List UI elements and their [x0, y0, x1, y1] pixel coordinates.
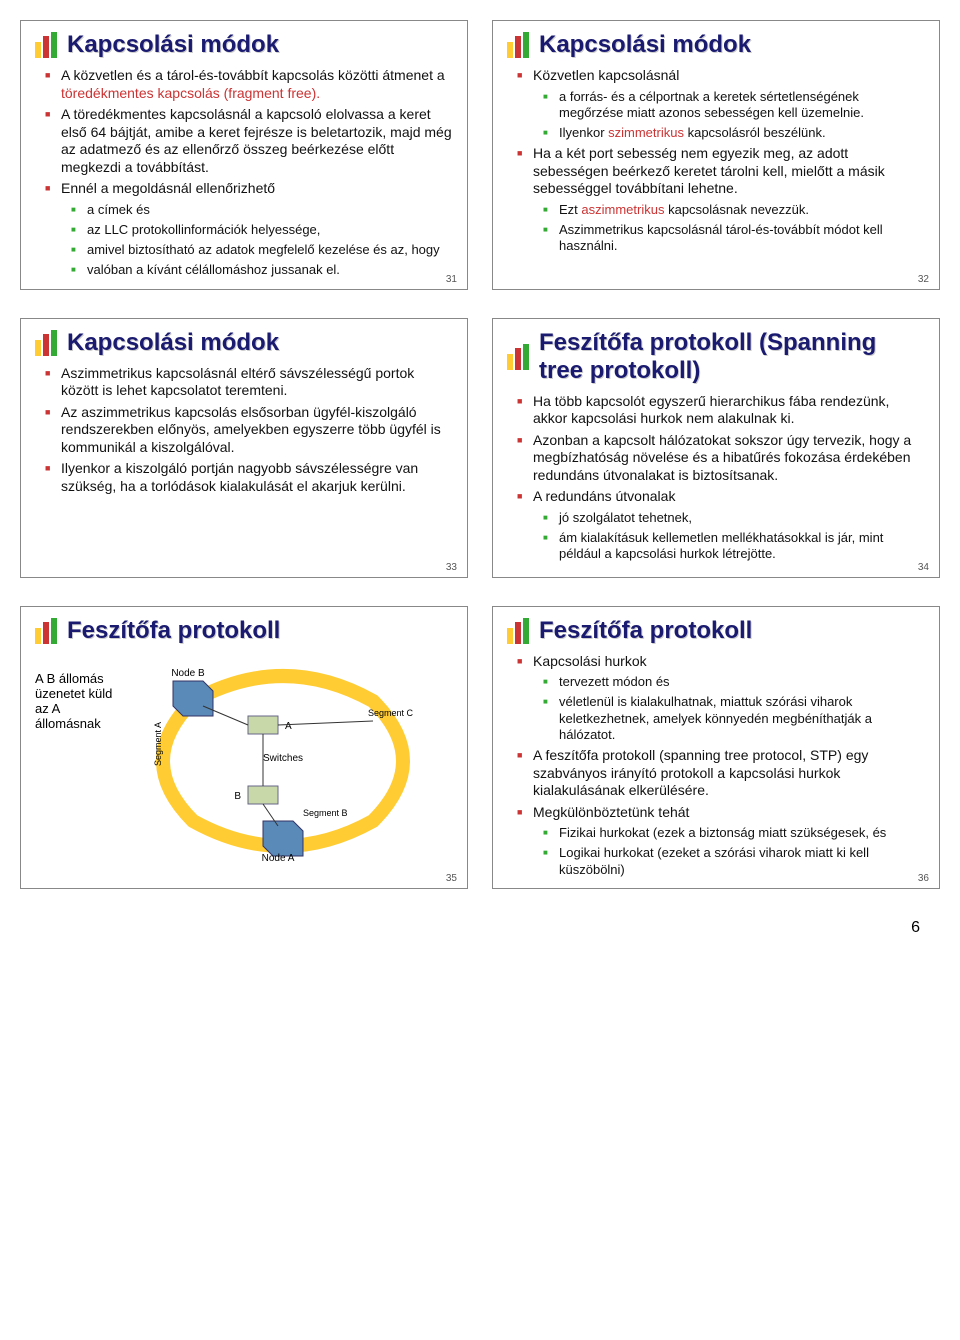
slide-number: 33: [446, 562, 457, 573]
slide-title-row: Feszítőfa protokoll: [507, 617, 925, 645]
slide-35: Feszítőfa protokoll A B állomás üzenetet…: [20, 606, 468, 889]
svg-text:Node A: Node A: [262, 853, 295, 861]
svg-text:B: B: [234, 791, 241, 802]
slide-title: Feszítőfa protokoll: [67, 617, 280, 645]
sub-bullet: véletlenül is kialakulhatnak, miattuk sz…: [559, 694, 925, 743]
sub-bullet: Aszimmetrikus kapcsolásnál tárol-és-tová…: [559, 222, 925, 255]
slide-title: Kapcsolási módok: [539, 31, 751, 59]
bullet: Kapcsolási hurkok tervezett módon és vél…: [533, 653, 925, 744]
switch-a-icon: [248, 716, 278, 734]
slide-title: Kapcsolási módok: [67, 329, 279, 357]
switches-label: Switches: [263, 753, 303, 764]
bullet: A feszítőfa protokoll (spanning tree pro…: [533, 747, 925, 800]
segment-a-label: Segment A: [153, 721, 163, 765]
slide-31: Kapcsolási módok A közvetlen és a tárol-…: [20, 20, 468, 290]
svg-text:A: A: [285, 721, 292, 732]
sub-bullet: ám kialakításuk kellemetlen mellékhatáso…: [559, 530, 925, 563]
slide-title: Kapcsolási módok: [67, 31, 279, 59]
slide-33: Kapcsolási módok Aszimmetrikus kapcsolás…: [20, 318, 468, 578]
bullet: Az aszimmetrikus kapcsolás elsősorban üg…: [61, 404, 453, 457]
slide-36: Feszítőfa protokoll Kapcsolási hurkok te…: [492, 606, 940, 889]
svg-text:Node B: Node B: [171, 668, 205, 679]
slide-number: 32: [918, 274, 929, 285]
sub-bullet: tervezett módon és: [559, 674, 925, 690]
sub-bullet: Ilyenkor szimmetrikus kapcsolásról beszé…: [559, 125, 925, 141]
sub-bullet: valóban a kívánt célállomáshoz jussanak …: [87, 262, 453, 278]
page-number: 6: [20, 919, 940, 937]
diagram-caption: A B állomás üzenetet küld az A állomásna…: [35, 671, 125, 866]
bullet: A töredékmentes kapcsolásnál a kapcsoló …: [61, 106, 453, 176]
node-b: Node B: [171, 668, 213, 716]
sub-bullet: Fizikai hurkokat (ezek a biztonság miatt…: [559, 825, 925, 841]
bullet: A közvetlen és a tárol-és-továbbít kapcs…: [61, 67, 453, 102]
title-bar-icon: [35, 330, 59, 356]
slide-number: 31: [446, 274, 457, 285]
switch-b-icon: [248, 786, 278, 804]
network-diagram: Node B Node A Switches A B: [133, 661, 433, 866]
title-bar-icon: [507, 32, 531, 58]
slide-title-row: Feszítőfa protokoll: [35, 617, 453, 645]
slide-title-row: Feszítőfa protokoll (Spanning tree proto…: [507, 329, 925, 385]
sub-bullet: a forrás- és a célportnak a keretek sért…: [559, 89, 925, 122]
bullet: Megkülönböztetünk tehát Fizikai hurkokat…: [533, 804, 925, 878]
segment-c-label: Segment C: [368, 708, 414, 718]
bullet: Ilyenkor a kiszolgáló portján nagyobb sá…: [61, 460, 453, 495]
bullet: Ha a két port sebesség nem egyezik meg, …: [533, 145, 925, 254]
title-bar-icon: [507, 344, 531, 370]
sub-bullet: Logikai hurkokat (ezeket a szórási vihar…: [559, 845, 925, 878]
sub-bullet: a címek és: [87, 202, 453, 218]
sub-bullet: jó szolgálatot tehetnek,: [559, 510, 925, 526]
sub-bullet: amivel biztosítható az adatok megfelelő …: [87, 242, 453, 258]
bullet: Azonban a kapcsolt hálózatokat sokszor ú…: [533, 432, 925, 485]
bullet: A redundáns útvonalak jó szolgálatot teh…: [533, 488, 925, 562]
slide-32: Kapcsolási módok Közvetlen kapcsolásnál …: [492, 20, 940, 290]
slide-grid: Kapcsolási módok A közvetlen és a tárol-…: [20, 20, 940, 889]
slide-title-row: Kapcsolási módok: [35, 329, 453, 357]
title-bar-icon: [35, 32, 59, 58]
bullet: Közvetlen kapcsolásnál a forrás- és a cé…: [533, 67, 925, 141]
sub-bullet: Ezt aszimmetrikus kapcsolásnak nevezzük.: [559, 202, 925, 218]
bullet: Ha több kapcsolót egyszerű hierarchikus …: [533, 393, 925, 428]
slide-title: Feszítőfa protokoll (Spanning tree proto…: [539, 329, 925, 385]
slide-number: 35: [446, 873, 457, 884]
title-bar-icon: [35, 618, 59, 644]
slide-title: Feszítőfa protokoll: [539, 617, 752, 645]
bullet: Aszimmetrikus kapcsolásnál eltérő sávszé…: [61, 365, 453, 400]
title-bar-icon: [507, 618, 531, 644]
sub-bullet: az LLC protokollinformációk helyessége,: [87, 222, 453, 238]
slide-34: Feszítőfa protokoll (Spanning tree proto…: [492, 318, 940, 578]
segment-b-label: Segment B: [303, 808, 348, 818]
slide-number: 34: [918, 562, 929, 573]
slide-number: 36: [918, 873, 929, 884]
slide-title-row: Kapcsolási módok: [507, 31, 925, 59]
slide-title-row: Kapcsolási módok: [35, 31, 453, 59]
node-a: Node A: [262, 821, 303, 861]
bullet: Ennél a megoldásnál ellenőrizhető a címe…: [61, 180, 453, 279]
